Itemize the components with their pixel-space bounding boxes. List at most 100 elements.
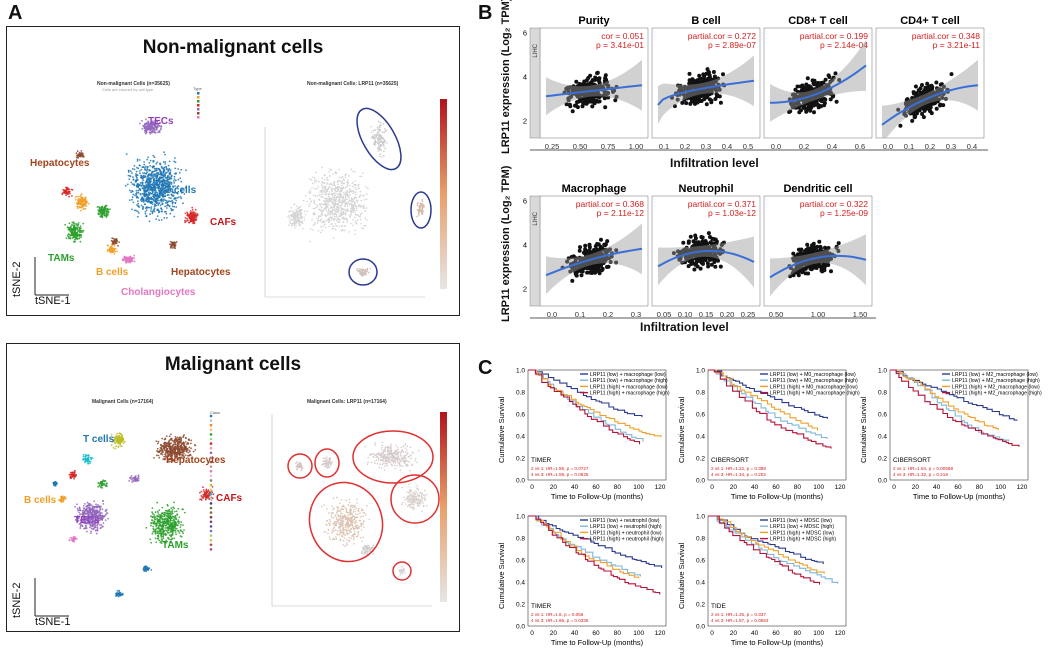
scatter-point (707, 70, 711, 74)
km-y-tick: 0.8 (878, 390, 887, 397)
scatter-point (796, 252, 800, 256)
scatter-point (921, 90, 925, 94)
scatter-point (692, 268, 696, 272)
km-x-tick: 0 (710, 630, 714, 637)
mal-legend-swatch (210, 447, 213, 450)
scatter-point (829, 269, 833, 273)
km-legend-label: LRP11 (low) + M2_macrophage (high) (952, 378, 1040, 384)
mal-legend-swatch (210, 470, 213, 473)
km-x-tick: 20 (730, 630, 738, 637)
km-x-tick: 100 (633, 630, 644, 637)
km-y-tick: 1.0 (516, 368, 525, 375)
mal-label-tams: TAMs (162, 540, 188, 551)
km-legend-label: LRP11 (high) + neutrophil (high) (590, 537, 664, 543)
scatter-title: Purity (578, 15, 610, 27)
scatter-point (912, 92, 916, 96)
scatter-point (603, 105, 607, 109)
nonmal-colorbar (440, 99, 447, 289)
scatter-point (705, 102, 709, 106)
panel-a-letter: A (8, 2, 22, 25)
scatter-y-tick: 2 (523, 116, 527, 125)
scatter-point (797, 110, 801, 114)
km-x-tick: 0 (710, 484, 714, 491)
mal-label-hepatocytes: Hepatocytes (166, 455, 225, 466)
scatter-point (708, 235, 712, 239)
scatter-point (719, 101, 723, 105)
scatter-y-tick: 4 (523, 240, 527, 249)
km-x-tick: 60 (772, 484, 780, 491)
km-legend-label: LRP11 (high) + M2_macrophage (high) (952, 391, 1042, 397)
km-method-label: CIBERSORT (711, 457, 749, 464)
scatter-point (815, 82, 819, 86)
km-stat-1: 2 vs 1: HR=1.84, p = 0.00598 (893, 466, 953, 471)
km-x-tick: 60 (592, 484, 600, 491)
scatter-point (804, 271, 808, 275)
panel-c-letter: C (478, 357, 492, 380)
km-x-tick: 100 (813, 484, 824, 491)
scatter-point (582, 251, 586, 255)
scatter-stat-p: p = 3.41e-01 (596, 40, 644, 50)
km-x-tick: 60 (592, 630, 600, 637)
scatter-point (594, 248, 598, 252)
km-legend-label: LRP11 (high) + macrophage (high) (590, 391, 670, 397)
scatter-point (701, 262, 705, 266)
label-tcells: T cells (165, 185, 196, 196)
scatter-point (812, 245, 816, 249)
km-legend-label: LRP11 (low) + neutrophil (high) (590, 524, 662, 530)
label-hepatocytes: Hepatocytes (30, 158, 89, 169)
scatter-point (926, 86, 930, 90)
km-y-axis-label: Cumulative Survival (859, 396, 868, 463)
scatter-point (695, 241, 699, 245)
scatter-point (827, 73, 831, 77)
km-legend-label: LRP11 (high) + MDSC (low) (770, 530, 834, 536)
km-legend-label: LRP11 (high) + MDSC (high) (770, 537, 836, 543)
km-legend-label: LRP11 (high) + M2_macrophage (low) (952, 384, 1040, 390)
km-stat-1: 2 vs 1: HR=1.22, p = 0.388 (711, 466, 766, 471)
mal-legend-swatch (210, 544, 213, 547)
mal-legend-swatch (210, 507, 213, 510)
scatter-point (596, 78, 600, 82)
km-y-axis-label: Cumulative Survival (677, 542, 686, 609)
scatter-point (898, 124, 902, 128)
km-y-tick: 0.0 (516, 478, 525, 485)
km-method-label: CIBERSORT (893, 457, 931, 464)
km-x-tick: 20 (550, 484, 558, 491)
scatter-point (598, 99, 602, 103)
km-legend-label: LRP11 (high) + M0_macrophage (low) (770, 384, 858, 390)
km-method-label: TIMER (531, 603, 552, 610)
scatter-point (588, 245, 592, 249)
scatter-point (699, 235, 703, 239)
km-y-tick: 0.6 (696, 412, 705, 419)
mal-label-bcells: B cells (24, 495, 56, 506)
scatter-point (580, 273, 584, 277)
scatter-stat-p: p = 1.25e-09 (820, 208, 868, 218)
scatter-point (817, 240, 821, 244)
km-legend-label: LRP11 (high) + M0_macrophage (high) (770, 391, 860, 397)
scatter-title: Macrophage (562, 183, 627, 195)
scatter-point (835, 100, 839, 104)
scatter-point (693, 101, 697, 105)
km-x-axis-label: Time to Follow-Up (months) (913, 492, 1006, 501)
km-x-axis-label: Time to Follow-Up (months) (551, 638, 644, 647)
km-stat-1: 2 vs 1: HR=1.25, p = 0.337 (711, 612, 766, 617)
scatter-stat-p: p = 3.21e-11 (933, 40, 981, 50)
scatter-point (797, 273, 801, 277)
km-legend-label: LRP11 (high) + macrophage (low) (590, 384, 668, 390)
scatter-point (917, 88, 921, 92)
scatter-point (715, 93, 719, 97)
scatter-point (600, 268, 604, 272)
km-legend-label: LRP11 (low) + MDSC (high) (770, 524, 834, 530)
km-y-tick: 0.2 (696, 602, 705, 609)
km-legend-label: LRP11 (high) + neutrophil (low) (590, 530, 662, 536)
scatter-title: CD4+ T cell (900, 15, 960, 27)
km-y-tick: 1.0 (878, 368, 887, 375)
mal-legend-swatch (210, 438, 213, 441)
scatter-point (698, 95, 702, 99)
scatter-point (922, 115, 926, 119)
km-y-tick: 0.6 (516, 412, 525, 419)
scatter-stat-p: p = 2.11e-12 (597, 208, 645, 218)
